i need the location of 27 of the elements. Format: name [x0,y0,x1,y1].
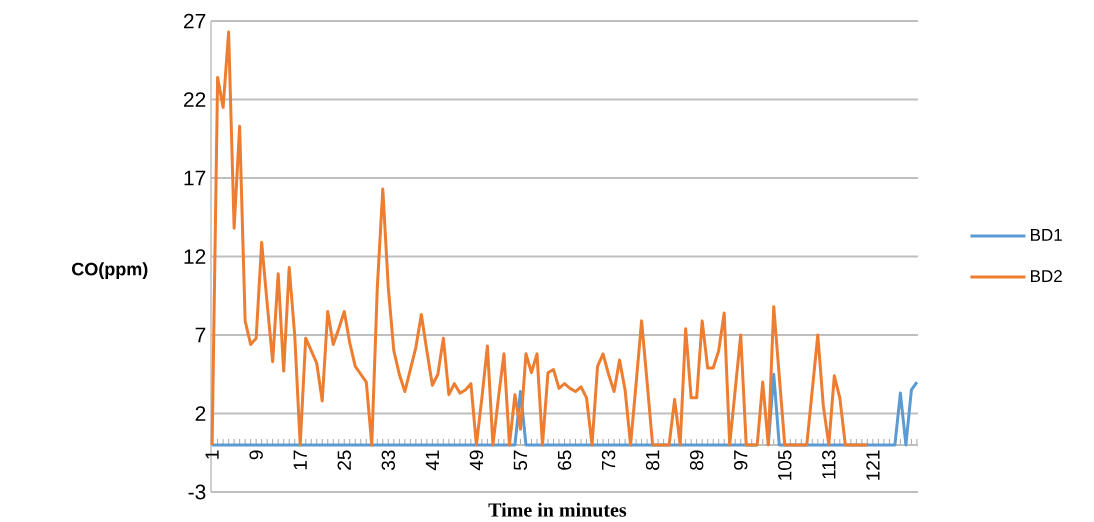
x-tick-label: 65 [557,450,572,470]
x-tick-label: 49 [469,450,484,471]
y-axis-title: CO(ppm) [72,262,148,280]
x-tick-label: 25 [337,450,351,470]
legend-label: BD1 [1031,229,1062,241]
y-tick-label: 27 [183,13,206,29]
x-tick-label: 57 [513,450,528,470]
x-tick-label: 97 [733,450,748,470]
x-tick-label: 81 [645,450,660,470]
x-axis-title: Time in minutes [488,502,627,517]
y-tick-label: 22 [183,92,206,107]
x-tick-label: 105 [778,450,792,480]
x-tick-label: 113 [822,450,836,479]
x-tick-label: 89 [689,450,704,470]
x-tick-label: 1 [205,450,219,459]
x-tick-label: 121 [866,450,880,480]
x-tick-label: 17 [293,450,307,470]
legend-label: BD2 [1031,270,1062,282]
x-tick-label: 41 [425,450,439,471]
x-tick-label: 33 [381,450,396,471]
y-tick-label: 2 [195,406,206,421]
x-tick-label: 73 [601,450,616,470]
y-tick-label: 12 [184,249,206,264]
y-tick-label: 17 [184,170,206,186]
y-tick-label: -3 [188,484,206,500]
x-tick-label: 9 [249,450,263,460]
y-tick-label: 7 [195,327,206,343]
